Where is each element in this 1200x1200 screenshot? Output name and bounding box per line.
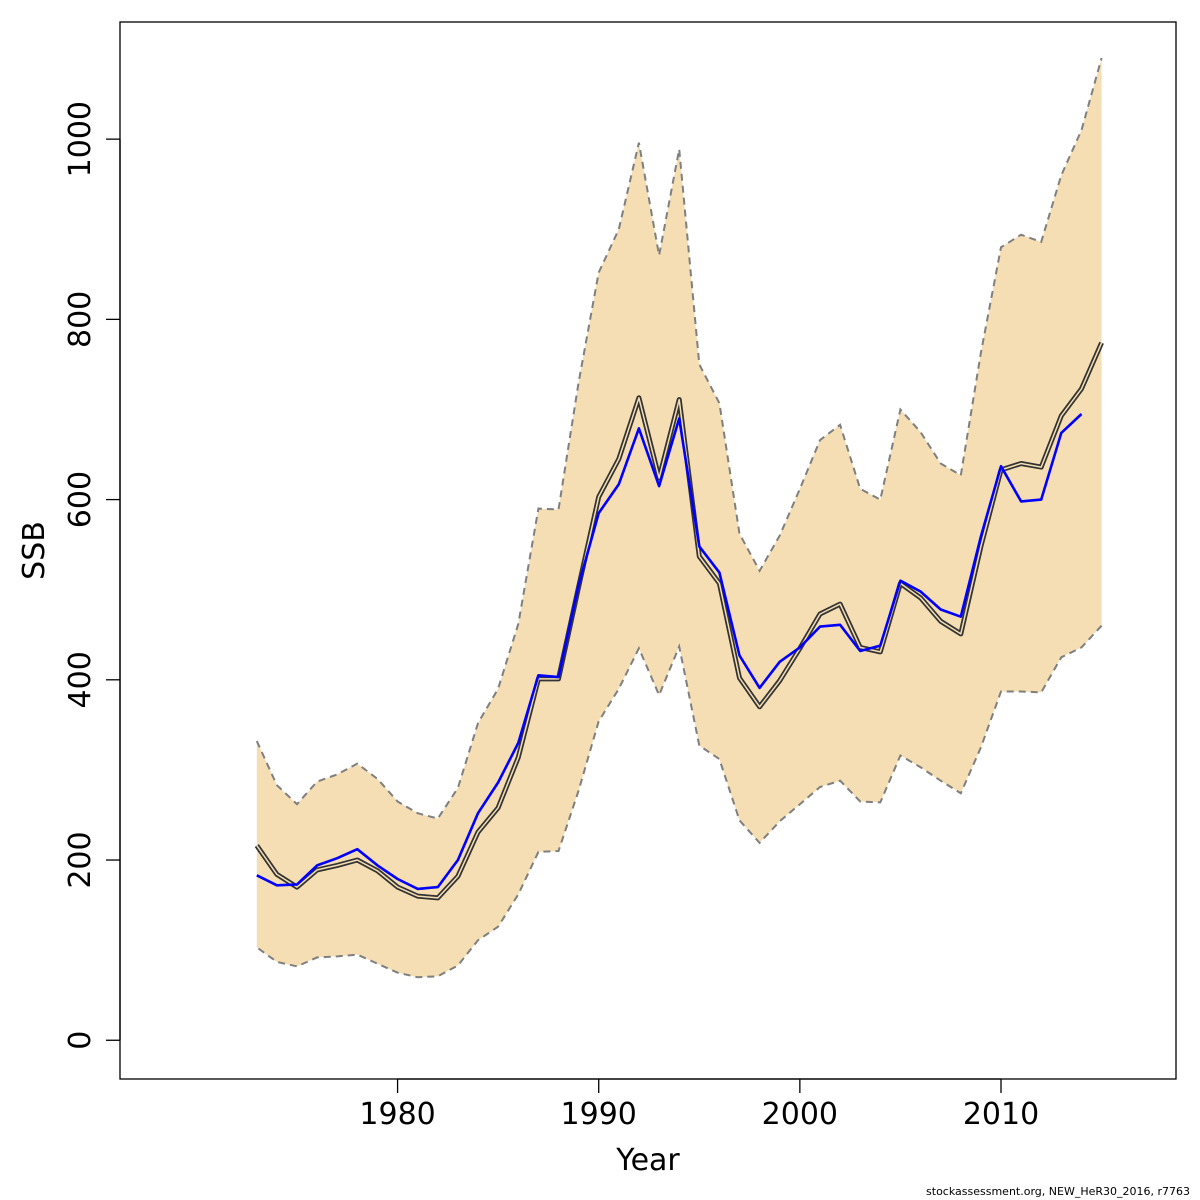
x-tick-label: 2010: [963, 1097, 1039, 1132]
confidence-band: [256, 58, 1102, 978]
x-tick-label: 1980: [359, 1097, 435, 1132]
x-axis-title: Year: [615, 1143, 680, 1178]
y-tick-label: 400: [63, 651, 98, 708]
estimate-line: [256, 342, 1103, 899]
lower-bound-line: [256, 625, 1103, 979]
y-tick-label: 200: [63, 831, 98, 888]
y-tick-label: 0: [63, 1031, 98, 1050]
plot-area: [254, 57, 1104, 979]
y-tick-label: 1000: [63, 101, 98, 177]
y-tick-label: 600: [63, 471, 98, 528]
x-tick-label: 1990: [561, 1097, 637, 1132]
x-axis: 1980 1990 2000 2010: [359, 1078, 1039, 1132]
y-axis: 0 200 400 600 800 1000: [63, 101, 121, 1050]
y-tick-label: 800: [63, 291, 98, 348]
retro-line: [256, 413, 1083, 891]
x-tick-label: 2000: [762, 1097, 838, 1132]
upper-bound-line: [255, 57, 1103, 820]
footer-note: stockassessment.org, NEW_HeR30_2016, r77…: [926, 1185, 1190, 1198]
y-axis-title: SSB: [17, 521, 52, 580]
